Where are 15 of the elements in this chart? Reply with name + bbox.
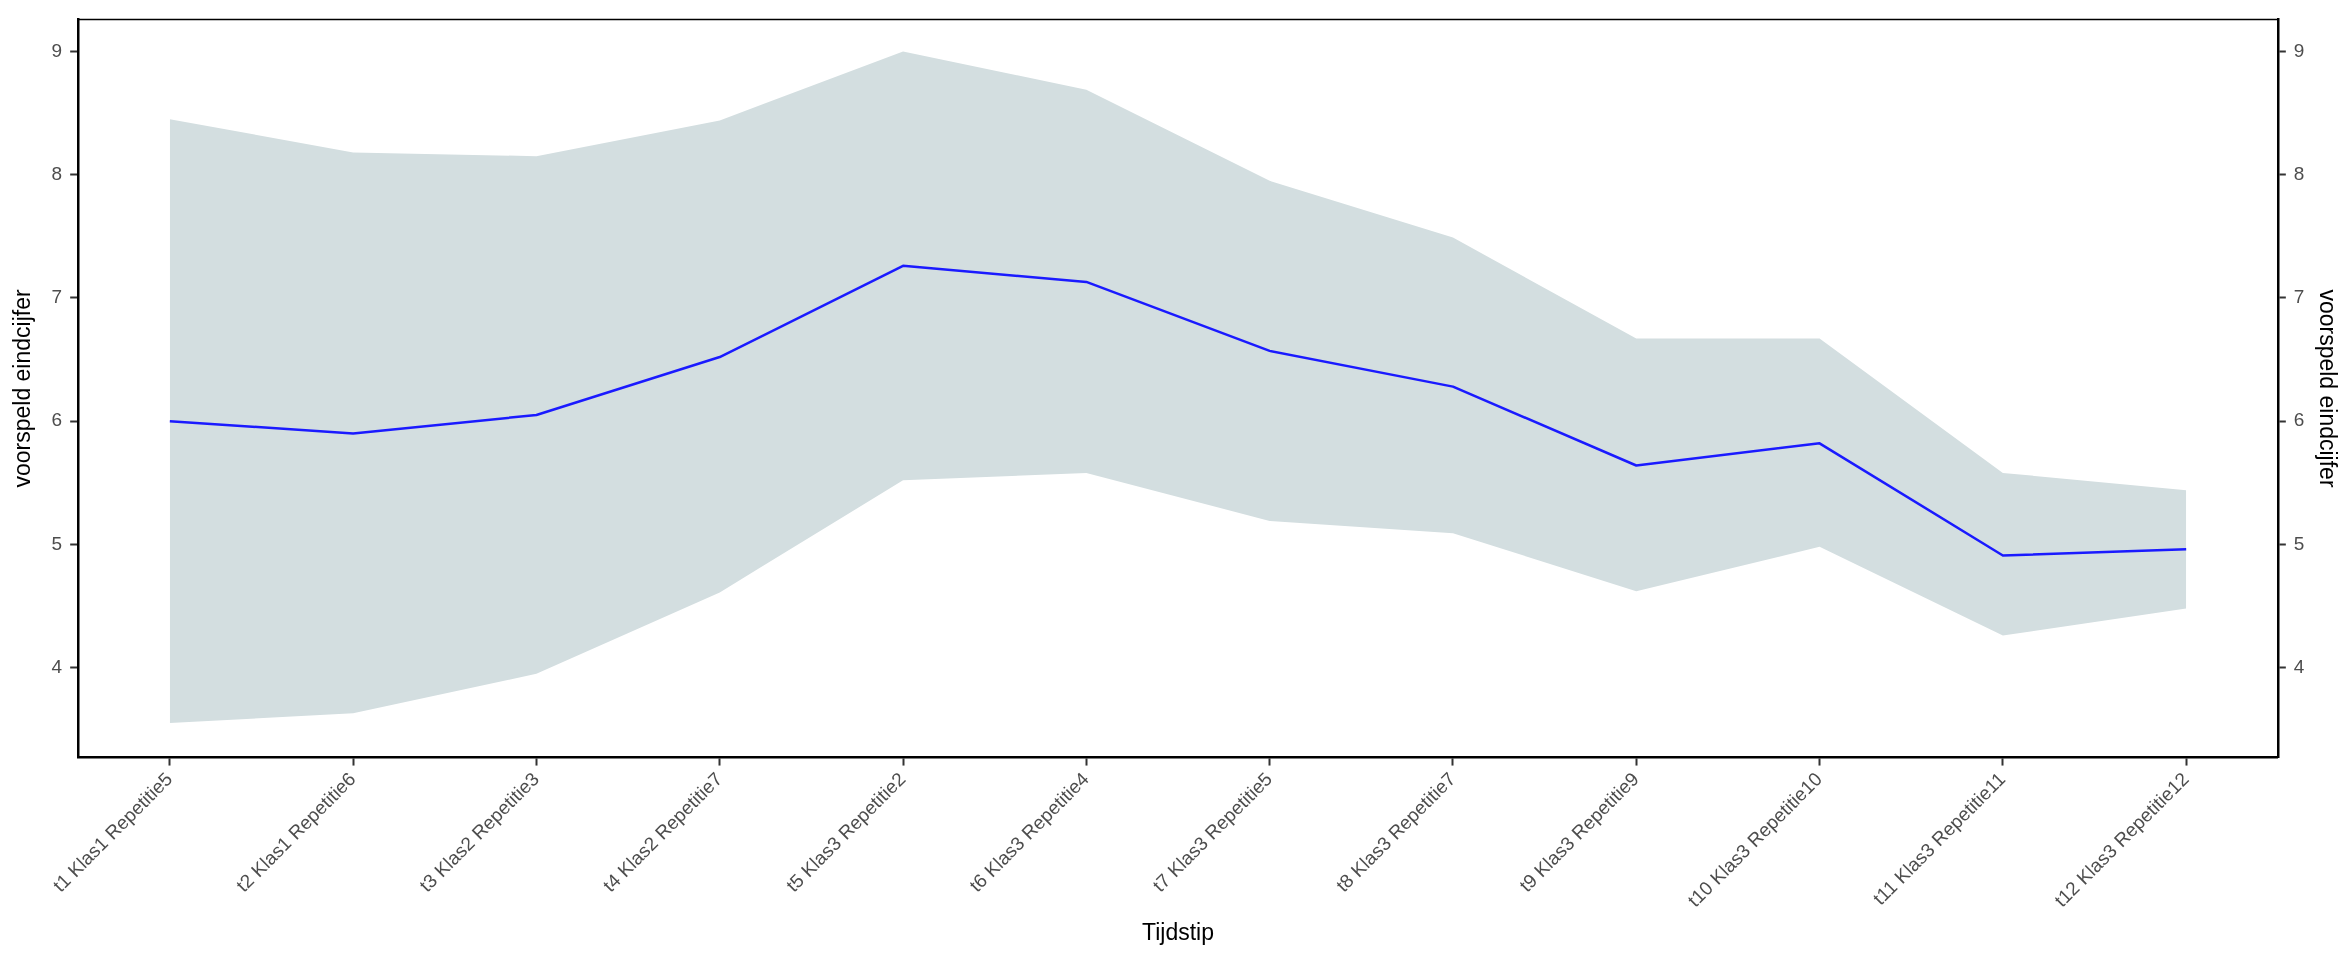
y2-tick-label: 6 xyxy=(2293,409,2305,431)
y2-axis-title: voorspeld eindcijfer xyxy=(2314,289,2341,488)
y-tick-label: 6 xyxy=(51,409,63,431)
y2-tick-label: 7 xyxy=(2293,286,2305,308)
y-axis-title: voorspeld eindcijfer xyxy=(9,289,36,488)
y2-tick-label: 5 xyxy=(2293,532,2305,554)
y-tick-label: 5 xyxy=(51,532,63,554)
y-tick-label: 7 xyxy=(51,286,63,308)
y-tick-label: 8 xyxy=(51,162,63,184)
y2-tick-label: 4 xyxy=(2293,655,2305,677)
x-axis-title: Tijdstip xyxy=(1142,918,1214,945)
y2-tick-label: 8 xyxy=(2293,162,2305,184)
y-tick-label: 9 xyxy=(51,39,63,61)
y2-tick-label: 9 xyxy=(2293,39,2305,61)
y-tick-label: 4 xyxy=(51,655,63,677)
